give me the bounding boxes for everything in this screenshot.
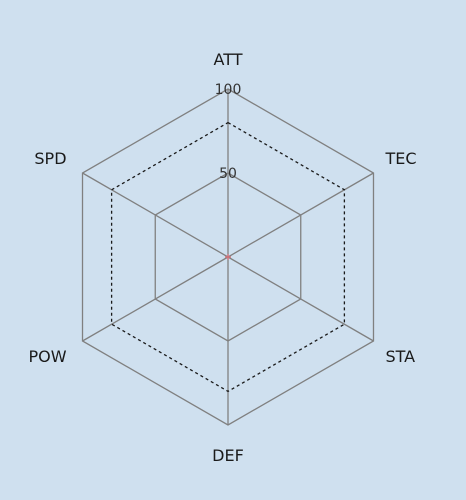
radar-series xyxy=(110,121,346,393)
tick-label-50: 50 xyxy=(219,166,237,182)
spoke-sta xyxy=(227,256,374,342)
radar-spokes xyxy=(82,89,374,425)
axis-label-pow: POW xyxy=(28,347,66,366)
radar-center xyxy=(225,254,231,260)
spoke-spd xyxy=(82,172,229,258)
spoke-pow xyxy=(82,256,229,342)
axis-label-sta: STA xyxy=(385,347,415,366)
spoke-tec xyxy=(227,172,374,258)
axis-label-tec: TEC xyxy=(384,149,416,168)
radar-tick-labels: 50 100 xyxy=(215,82,242,182)
radar-axis-labels: ATT TEC STA DEF POW SPD xyxy=(28,50,416,465)
axis-label-att: ATT xyxy=(214,50,243,69)
axis-label-def: DEF xyxy=(212,446,244,465)
tick-label-100: 100 xyxy=(215,82,242,98)
axis-label-spd: SPD xyxy=(34,149,66,168)
